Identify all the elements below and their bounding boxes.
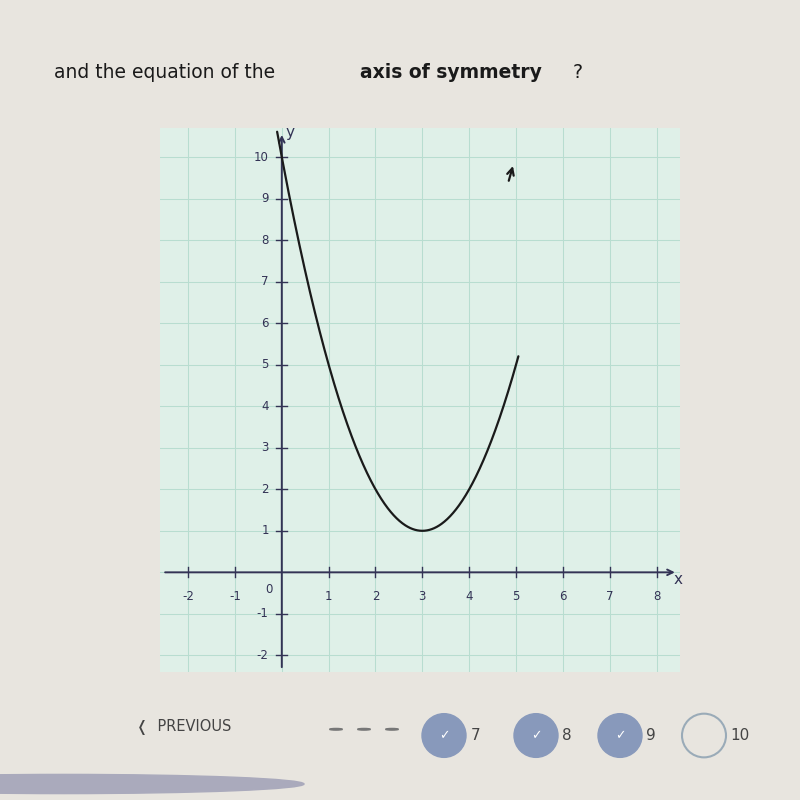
Text: ❬  PREVIOUS: ❬ PREVIOUS [136, 719, 231, 735]
Text: 8: 8 [262, 234, 269, 246]
Text: -2: -2 [182, 590, 194, 602]
Text: 2: 2 [372, 590, 379, 602]
Circle shape [386, 729, 398, 730]
Ellipse shape [514, 714, 558, 758]
Text: 0: 0 [265, 583, 272, 596]
Text: y: y [286, 126, 294, 141]
Text: 4: 4 [466, 590, 473, 602]
Text: 8: 8 [562, 728, 572, 743]
Text: 3: 3 [418, 590, 426, 602]
Text: 6: 6 [261, 317, 269, 330]
Text: ✓: ✓ [614, 729, 626, 742]
Text: 1: 1 [325, 590, 332, 602]
Text: 5: 5 [262, 358, 269, 371]
Text: 7: 7 [606, 590, 614, 602]
Ellipse shape [598, 714, 642, 758]
Text: axis of symmetry: axis of symmetry [359, 62, 542, 82]
Text: 3: 3 [262, 442, 269, 454]
Text: 10: 10 [254, 150, 269, 163]
Circle shape [0, 774, 304, 794]
Text: -2: -2 [257, 649, 269, 662]
Circle shape [358, 729, 370, 730]
Text: -1: -1 [257, 607, 269, 620]
Text: 5: 5 [512, 590, 520, 602]
Text: -1: -1 [229, 590, 241, 602]
Text: and the equation of the: and the equation of the [54, 62, 282, 82]
Circle shape [330, 729, 342, 730]
Text: 8: 8 [653, 590, 660, 602]
Text: 7: 7 [470, 728, 480, 743]
Text: 9: 9 [261, 192, 269, 205]
Text: ?: ? [573, 62, 583, 82]
Text: 2: 2 [261, 482, 269, 496]
Ellipse shape [422, 714, 466, 758]
Text: ✓: ✓ [438, 729, 450, 742]
Text: ✓: ✓ [530, 729, 542, 742]
Text: 4: 4 [261, 400, 269, 413]
Text: 10: 10 [730, 728, 750, 743]
Text: 9: 9 [646, 728, 656, 743]
Text: x: x [673, 572, 682, 587]
Text: 1: 1 [261, 524, 269, 538]
Text: 7: 7 [261, 275, 269, 288]
Text: 6: 6 [559, 590, 566, 602]
